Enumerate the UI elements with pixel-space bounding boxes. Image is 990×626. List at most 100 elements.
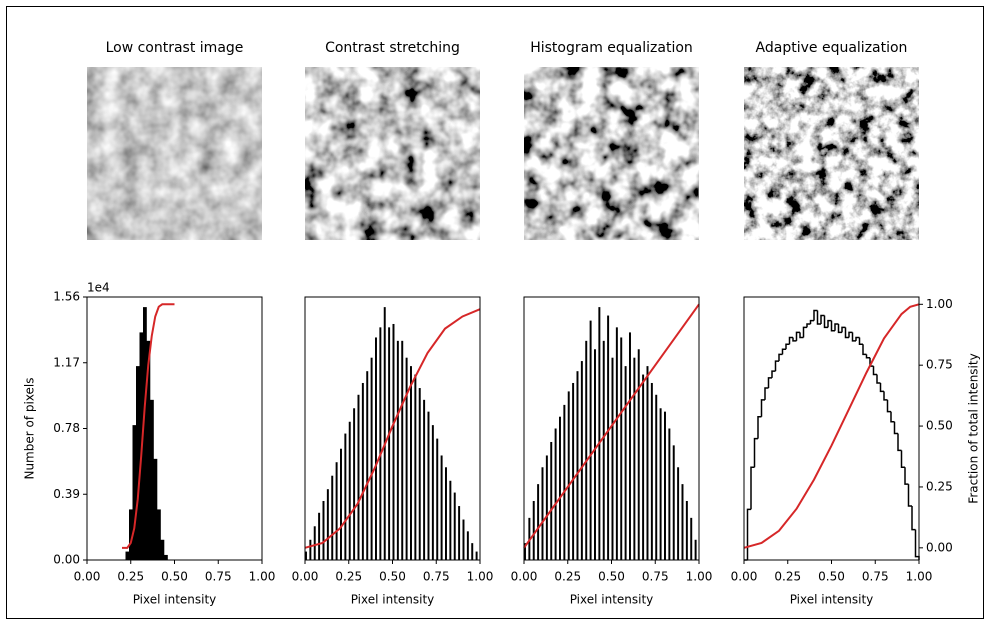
histogram-bar: [475, 551, 478, 560]
histogram-bar: [326, 489, 329, 560]
image: [305, 67, 480, 240]
histogram-bar: [453, 492, 456, 560]
histogram-bar: [361, 382, 364, 560]
histogram-bar: [335, 462, 338, 560]
histogram-bar: [659, 408, 662, 560]
histogram-bar: [153, 458, 158, 560]
x-tick-label: 0.50: [161, 570, 188, 584]
x-axis-label: Pixel intensity: [133, 593, 217, 607]
y-offset-label: 1e4: [87, 281, 110, 295]
x-tick-label: 0.75: [862, 570, 889, 584]
x-tick-label: 0.00: [511, 570, 538, 584]
histogram-step: [907, 484, 912, 507]
histogram-bar: [471, 543, 474, 560]
x-tick-label: 0.75: [423, 570, 450, 584]
histogram-bar: [146, 340, 151, 560]
y-axis-label: Number of pixels: [23, 377, 37, 479]
histogram-step: [879, 382, 884, 393]
histogram-bar: [322, 500, 325, 560]
histogram-step: [823, 315, 828, 329]
x-tick-label: 0.50: [598, 570, 625, 584]
histogram-bar: [157, 509, 161, 560]
histogram-step: [750, 466, 755, 510]
histogram-step: [897, 433, 902, 452]
histogram-step: [788, 336, 793, 345]
histogram-step: [841, 326, 846, 333]
y2-tick-label: 1.00: [926, 297, 953, 311]
histogram-bar: [136, 366, 140, 560]
image: [87, 67, 262, 240]
histogram-bar: [449, 480, 452, 560]
histogram-bar: [637, 349, 640, 560]
y2-tick-label: 0.75: [926, 358, 953, 372]
x-tick-label: 0.50: [379, 570, 406, 584]
histogram-bar: [132, 425, 137, 560]
histogram-bar: [559, 416, 561, 560]
histogram-bar: [164, 554, 168, 560]
x-tick-label: 1.00: [249, 570, 276, 584]
histogram-bar: [607, 315, 610, 560]
histogram-step: [900, 450, 905, 469]
axes-frame: [743, 296, 920, 561]
histogram-bar: [598, 307, 601, 560]
histogram-step: [806, 323, 811, 328]
histogram-bar: [685, 500, 688, 560]
y2-tick-label: 0.00: [926, 540, 953, 554]
histogram-step: [883, 391, 888, 401]
x-tick-label: 1.00: [906, 570, 933, 584]
histogram-bar: [318, 512, 321, 560]
histogram-bar: [366, 371, 369, 560]
histogram-step: [760, 399, 765, 417]
cdf-line: [743, 303, 920, 549]
histogram-step: [753, 437, 758, 468]
histogram-step: [851, 332, 856, 342]
histogram-bar: [414, 374, 417, 560]
histogram-bar: [383, 307, 386, 560]
histogram-step: [911, 506, 916, 531]
histogram-bar: [331, 475, 334, 560]
cdf-line: [523, 303, 700, 549]
histogram-step: [795, 331, 800, 341]
histogram-bar: [353, 408, 356, 560]
histogram-bar: [458, 506, 461, 560]
histogram-bar: [348, 421, 351, 560]
y2-tick-label: 0.50: [926, 419, 953, 433]
y2-tick-label: 0.25: [926, 479, 953, 493]
frame: [6, 6, 984, 619]
histogram-step: [764, 387, 769, 400]
histogram-bar: [594, 349, 596, 560]
histogram-step: [809, 319, 814, 324]
histogram-step: [848, 331, 853, 338]
histogram-bar: [541, 467, 544, 560]
histogram-bar: [125, 551, 130, 560]
histogram-bar: [396, 340, 399, 560]
cdf-line: [122, 303, 175, 549]
histogram-bar: [642, 374, 645, 560]
histogram-bar: [150, 399, 154, 560]
x-tick-label: 0.75: [205, 570, 232, 584]
histogram-bar: [305, 551, 307, 560]
y2-axis-label: Fraction of total intensity: [967, 353, 981, 503]
histogram-bar: [615, 327, 618, 560]
histogram-bar: [585, 340, 588, 560]
histogram-bar: [410, 366, 412, 560]
histogram-bar: [405, 357, 408, 560]
histogram-step: [816, 310, 821, 325]
histogram-step: [778, 353, 783, 362]
histogram-step: [813, 309, 818, 321]
histogram-bar: [431, 425, 434, 560]
histogram-bar: [602, 340, 605, 560]
histogram-bar: [576, 371, 579, 560]
histogram-bar: [545, 455, 548, 560]
x-axis-label: Pixel intensity: [351, 593, 435, 607]
histogram-step: [799, 332, 804, 339]
histogram-bar: [143, 307, 147, 560]
y-tick-label: 0.78: [53, 421, 80, 435]
histogram-step: [746, 508, 751, 560]
histogram-bar: [694, 539, 697, 560]
x-tick-label: 0.25: [774, 570, 801, 584]
x-tick-label: 0.00: [74, 570, 101, 584]
histogram-bar: [532, 500, 535, 560]
histogram-bar: [388, 327, 391, 560]
